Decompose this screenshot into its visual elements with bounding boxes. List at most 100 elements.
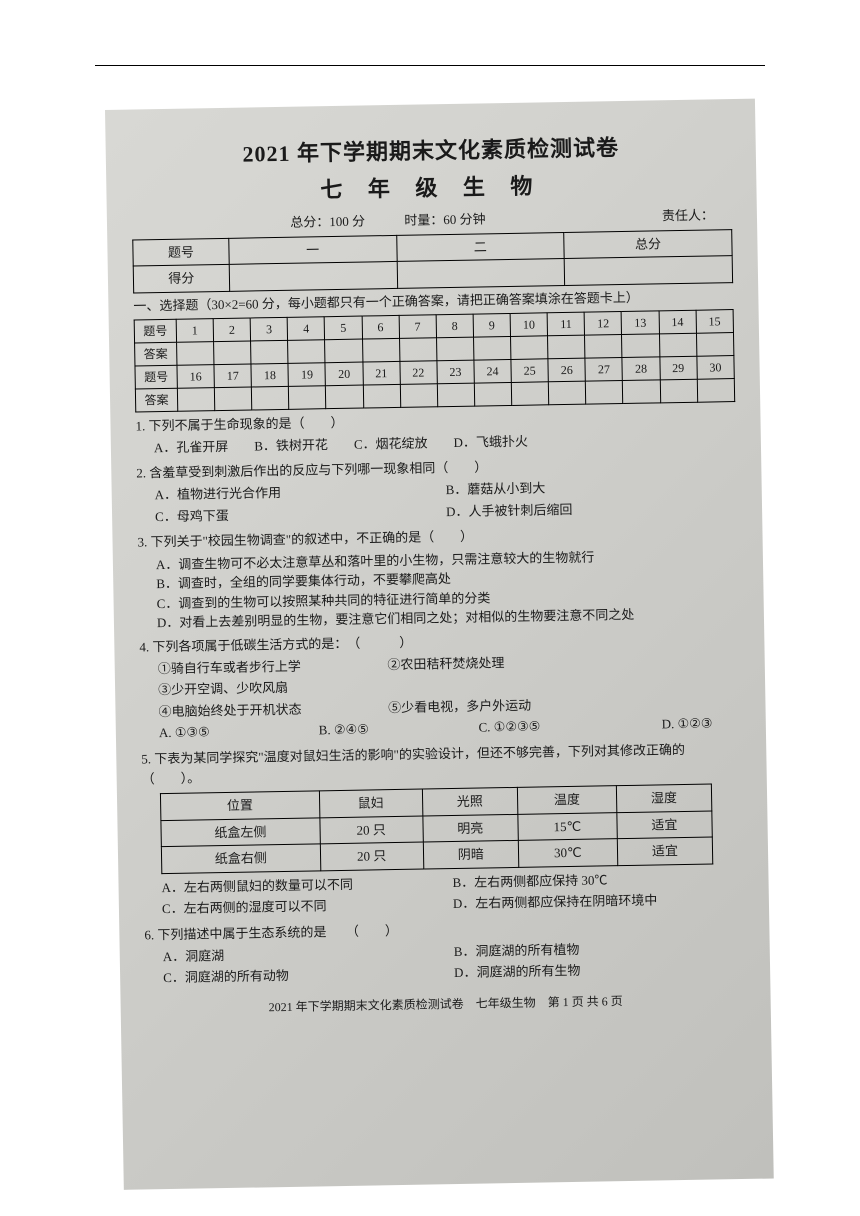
q4-i2: ②农田秸秆焚烧处理 [387,652,562,675]
ans-cell [659,333,697,357]
ans-num: 19 [288,362,326,386]
ans-cell [548,335,586,359]
ans-num: 18 [251,363,289,387]
q6-C: C．洞庭湖的所有动物 [163,963,454,988]
page-top-rule [95,65,765,66]
ans-cell [362,338,400,362]
ans-num: 24 [474,359,512,383]
q1-B: B．铁树开花 [254,435,328,456]
ans-label: 题号 [134,319,176,343]
ans-num: 26 [548,358,586,382]
ans-cell [697,378,735,402]
ans-cell [622,334,660,358]
q4-C: C. ①②③⑤ [478,715,635,737]
ans-cell [326,385,364,409]
ans-num: 3 [250,317,288,341]
ans-cell [696,332,734,356]
ans-num: 4 [287,316,325,340]
score-cell: 总分 [564,229,732,258]
ans-cell [474,382,512,406]
q6-A: A．洞庭湖 [163,942,454,967]
q4-A: A. ①③⑤ [159,721,293,743]
exp-cell: 15℃ [518,812,617,840]
ans-num: 22 [400,360,438,384]
q2-C: C．母鸡下蛋 [155,502,446,527]
ans-cell [177,387,215,411]
q4-D: D. ①②③ [661,714,712,734]
ans-num: 11 [547,312,585,336]
ans-num: 12 [584,311,622,335]
responsible-label: 责任人： [662,205,714,225]
ans-cell [511,335,549,359]
ans-label: 答案 [135,342,177,366]
q5-stem: 5. 下表为某同学探究"温度对鼠妇生活的影响"的实验设计，但还不够完善，下列对其… [141,739,742,790]
ans-num: 17 [214,364,252,388]
ans-label: 题号 [135,365,177,389]
exp-head: 温度 [517,786,616,814]
ans-num: 5 [325,316,363,340]
score-cell: 得分 [133,264,229,292]
ans-num: 21 [362,361,400,385]
exp-cell: 纸盒右侧 [161,844,320,873]
exp-cell: 20 只 [319,816,423,844]
score-cell: 二 [396,232,564,261]
ans-num: 23 [437,360,475,384]
ans-label: 答案 [135,388,177,412]
ans-cell [399,337,437,361]
exp-cell: 适宜 [617,837,713,865]
q6-B: B．洞庭湖的所有植物 [454,937,745,962]
ans-num: 30 [697,355,735,379]
ans-num: 28 [622,357,660,381]
score-cell: 一 [229,235,397,264]
q5-D: D．左右两侧都应保持在阴暗环境中 [453,889,744,914]
ans-num: 1 [176,318,214,342]
exam-title-line2: 七 年 级 生 物 [131,166,731,209]
ans-num: 10 [510,312,548,336]
ans-cell [214,341,252,365]
exp-head: 鼠妇 [319,789,423,817]
q1-A: A．孔雀开屏 [154,437,229,458]
ans-num: 8 [436,314,474,338]
ans-cell [436,337,474,361]
ans-num: 15 [696,309,734,333]
exp-cell: 适宜 [617,811,713,839]
ans-cell [251,340,289,364]
score-table: 题号 一 二 总分 得分 [132,229,733,293]
ans-cell [437,383,475,407]
score-cell [397,259,565,288]
ans-cell [252,386,290,410]
q2-D: D．人手被针刺后缩回 [446,497,737,522]
ans-cell [400,383,438,407]
ans-num: 14 [659,310,697,334]
ans-num: 16 [177,364,215,388]
ans-cell [473,336,511,360]
ans-cell [288,339,326,363]
exp-head: 湿度 [616,784,712,812]
exam-title-line1: 2021 年下学期期末文化素质检测试卷 [131,129,731,172]
ans-num: 6 [362,315,400,339]
ans-cell [511,381,549,405]
exp-head: 位置 [160,791,319,820]
q5-opts: A．左右两侧鼠妇的数量可以不同 B．左右两侧都应保持 30℃ C．左右两侧的湿度… [161,868,744,921]
q1-C: C．烟花绽放 [354,433,428,454]
q1-D: D．飞蛾扑火 [453,431,528,452]
exam-paper: 2021 年下学期期末文化素质检测试卷 七 年 级 生 物 总分：100 分 时… [105,99,774,1190]
exp-head: 光照 [422,787,518,815]
score-cell [229,261,397,290]
exp-cell: 纸盒左侧 [161,817,320,846]
ans-cell [623,380,661,404]
answer-table: 题号 1 2 3 4 5 6 7 8 9 10 11 12 13 14 15 答… [134,309,736,412]
exp-cell: 明亮 [423,814,519,842]
ans-num: 20 [325,362,363,386]
exp-cell: 20 只 [320,842,424,870]
ans-num: 25 [511,358,549,382]
q4-i5: ⑤少看电视，多户外运动 [388,695,531,717]
ans-cell [660,379,698,403]
page-footer: 2021 年下学期期末文化素质检测试卷 七年级生物 第 1 页 共 6 页 [146,990,746,1018]
ans-num: 2 [213,318,251,342]
q6-D: D．洞庭湖的所有生物 [454,958,745,983]
q6-opts: A．洞庭湖 B．洞庭湖的所有植物 C．洞庭湖的所有动物 D．洞庭湖的所有生物 [163,937,746,990]
q2-opts: A．植物进行光合作用 B．蘑菇从小到大 C．母鸡下蛋 D．人手被针刺后缩回 [155,476,738,529]
ans-cell [548,381,586,405]
time-label: 时量：60 分钟 [404,211,486,227]
